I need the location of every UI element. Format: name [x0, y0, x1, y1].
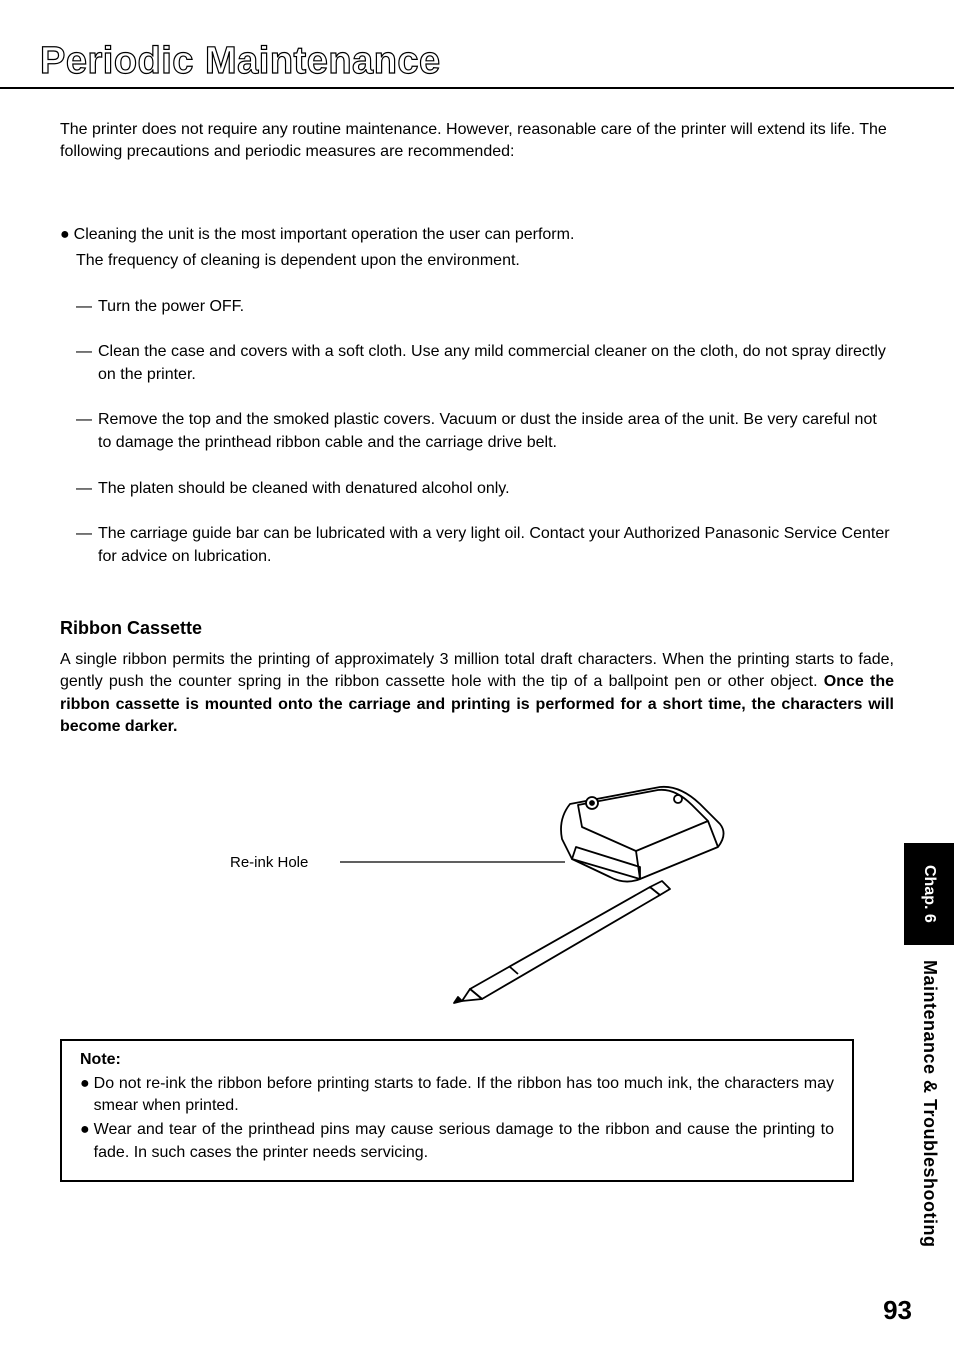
dash-icon: — [76, 340, 92, 386]
dash-item: — Clean the case and covers with a soft … [76, 340, 894, 386]
ribbon-body-plain: A single ribbon permits the printing of … [60, 651, 894, 690]
dash-text: The platen should be cleaned with denatu… [98, 477, 894, 500]
dash-item: — Remove the top and the smoked plastic … [76, 408, 894, 454]
cleaning-sub-text: The frequency of cleaning is dependent u… [50, 250, 904, 272]
dash-icon: — [76, 295, 92, 318]
page-number: 93 [883, 1295, 912, 1326]
note-item: ● Wear and tear of the printhead pins ma… [80, 1119, 834, 1164]
note-text: Wear and tear of the printhead pins may … [94, 1119, 834, 1164]
note-text: Do not re-ink the ribbon before printing… [94, 1073, 834, 1118]
dash-item: — Turn the power OFF. [76, 295, 894, 318]
dash-text: Remove the top and the smoked plastic co… [98, 408, 894, 454]
ribbon-body: A single ribbon permits the printing of … [50, 649, 904, 739]
reink-hole-label: Re-ink Hole [230, 854, 308, 871]
intro-paragraph: The printer does not require any routine… [50, 119, 904, 164]
note-box: Note: ● Do not re-ink the ribbon before … [60, 1039, 854, 1183]
chapter-side-text: Maintenance & Troubleshooting [919, 960, 940, 1248]
dash-text: Turn the power OFF. [98, 295, 894, 318]
note-title: Note: [80, 1051, 834, 1069]
dash-icon: — [76, 522, 92, 568]
dash-item: — The carriage guide bar can be lubricat… [76, 522, 894, 568]
bullet-dot-icon: ● [80, 1073, 90, 1118]
dash-text: Clean the case and covers with a soft cl… [98, 340, 894, 386]
title-underline [0, 87, 954, 89]
note-item: ● Do not re-ink the ribbon before printi… [80, 1073, 834, 1118]
chapter-tab: Chap. 6 [904, 843, 954, 945]
dash-icon: — [76, 408, 92, 454]
bullet-dot-icon: ● [80, 1119, 90, 1164]
bullet-dot-icon: ● [60, 224, 70, 246]
dash-text: The carriage guide bar can be lubricated… [98, 522, 894, 568]
page-content: Periodic Maintenance The printer does no… [0, 0, 954, 1222]
dash-list: — Turn the power OFF. — Clean the case a… [50, 295, 904, 569]
ribbon-heading: Ribbon Cassette [50, 618, 904, 639]
cleaning-lead: ● Cleaning the unit is the most importan… [50, 224, 904, 246]
dash-item: — The platen should be cleaned with dena… [76, 477, 894, 500]
cleaning-lead-text: Cleaning the unit is the most important … [74, 224, 894, 246]
ribbon-cassette-illustration [340, 769, 740, 1029]
page-title: Periodic Maintenance [40, 40, 904, 83]
ribbon-figure: Re-ink Hole [50, 769, 904, 1029]
dash-icon: — [76, 477, 92, 500]
